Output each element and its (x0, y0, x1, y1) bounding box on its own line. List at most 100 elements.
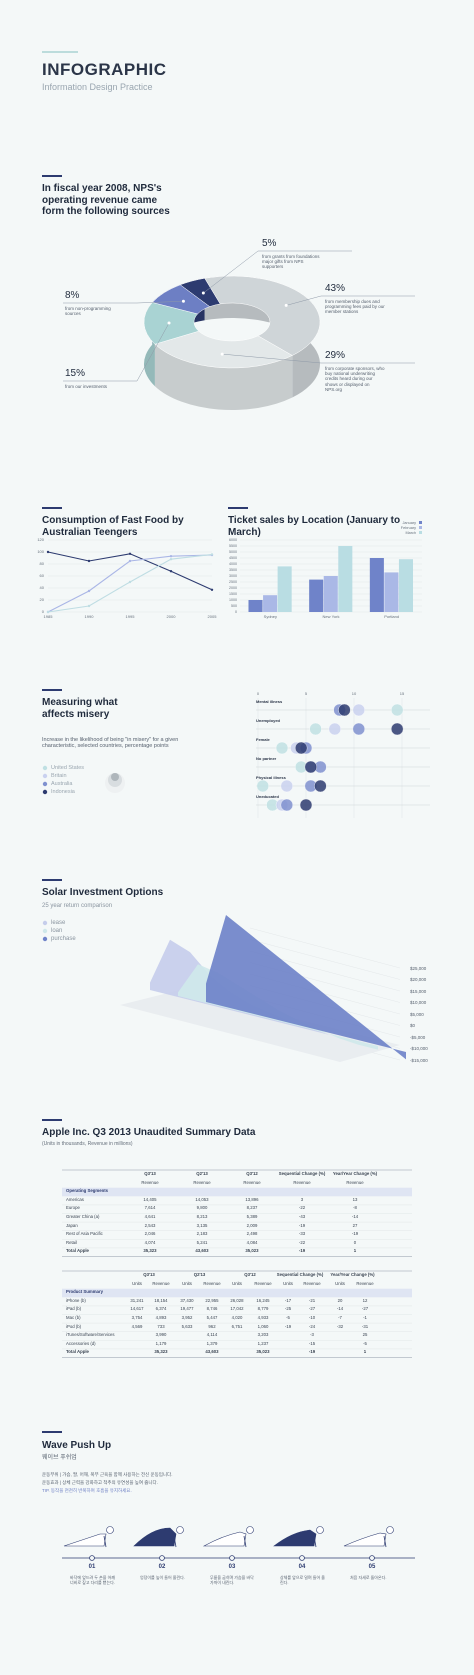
table-cell: -10 (308, 1315, 316, 1320)
table-cell: -8 (353, 1205, 357, 1211)
table-cell: 6,374 (155, 1306, 167, 1312)
table-cell: 6,751 (231, 1323, 243, 1329)
section-subtitle: 25 year return comparison (42, 903, 113, 909)
section-band (62, 1288, 412, 1298)
table-cell: 25 (362, 1332, 368, 1338)
table-cell: 22,955 (205, 1297, 219, 1303)
table-cell: 26,028 (230, 1297, 244, 1303)
row-label: Physical illness (256, 775, 286, 780)
donut-segment (154, 330, 293, 369)
table-cell: 2,046 (144, 1231, 156, 1237)
bar (384, 572, 399, 612)
bar (277, 566, 292, 612)
bubble (275, 741, 289, 755)
column-subheader: Revenue (346, 1179, 364, 1185)
x-tick-label: 15 (399, 691, 405, 696)
table-cell: -25 (284, 1306, 292, 1312)
legend-swatch (419, 526, 422, 529)
x-tick-label: New York (322, 614, 340, 619)
bubble (256, 779, 269, 793)
line-point (87, 604, 91, 608)
column-subheader: Units (335, 1280, 345, 1286)
bubble (295, 741, 308, 755)
table-cell: 733 (157, 1323, 165, 1329)
page-title: INFOGRAPHIC (42, 60, 167, 79)
percent-label: 15% (65, 368, 86, 379)
table-cell: 1,179 (155, 1340, 167, 1346)
table-cell: 43,603 (195, 1248, 209, 1254)
bubble (338, 703, 351, 717)
table-cell: -17 (284, 1297, 292, 1303)
bubble (352, 722, 365, 736)
table-cell: -19 (298, 1248, 306, 1254)
legend-label: Britain (51, 773, 67, 779)
callout-line (203, 250, 352, 294)
line-point (46, 610, 50, 614)
step-text: 엉덩이를 높이 들어 올린다. (140, 1575, 185, 1580)
table-cell: 2,498 (246, 1231, 258, 1237)
table-cell: 4,020 (231, 1315, 243, 1320)
y-tick-label: 6000 (229, 538, 237, 542)
column-subheader: Revenue (243, 1179, 261, 1185)
table-cell: 3,754 (131, 1315, 143, 1320)
step-number: 01 (88, 1564, 96, 1570)
x-tick-label: 1985 (43, 614, 53, 619)
table-cell: 19,477 (180, 1306, 194, 1312)
table-cell: 5,633 (181, 1323, 193, 1329)
table-cell: -21 (308, 1297, 316, 1303)
table-cell: -7 (338, 1315, 342, 1320)
table-cell: 8,779 (257, 1306, 269, 1312)
legend-dot (42, 936, 48, 942)
y-tick-label: $25,000 (410, 965, 427, 971)
donut-side (154, 344, 293, 410)
table-cell: 8,213 (196, 1214, 208, 1219)
table-cell: 14,405 (143, 1196, 157, 1202)
y-tick-label: 20 (39, 597, 44, 602)
figure-head (246, 1526, 254, 1534)
row-label: Uneducated (256, 794, 279, 799)
legend-dot (42, 765, 48, 771)
table-cell: -19 (284, 1323, 292, 1329)
figure-body (202, 1531, 247, 1547)
table-cell: 3,135 (196, 1222, 208, 1228)
legend-dot (42, 789, 48, 795)
bubble (280, 779, 293, 793)
y-tick-label: 120 (37, 537, 44, 542)
table-cell: 3,990 (155, 1332, 167, 1338)
table-cell: 0 (353, 1239, 357, 1245)
segment-description: from non-programming sources (65, 306, 111, 317)
figure-arm (103, 1535, 107, 1548)
step-text: 처음 자세로 돌아온다. (350, 1575, 387, 1580)
section-title: Measuring what affects misery (42, 697, 118, 720)
callout-line (63, 322, 170, 382)
row-label: Retail (66, 1239, 77, 1245)
table-cell: 31,241 (130, 1297, 144, 1303)
table-cell: -24 (308, 1323, 316, 1329)
column-subheader: Units (132, 1280, 142, 1286)
table-subtitle: (Units in thousands, Revenue in millions… (42, 1141, 133, 1147)
table-cell: 20 (337, 1297, 343, 1303)
row-label: Unemployed (256, 718, 281, 723)
table-cell: -33 (298, 1231, 306, 1237)
column-subheader: Units (283, 1280, 293, 1286)
bubble (328, 722, 341, 736)
column-subheader: Revenue (303, 1280, 321, 1286)
bubble (299, 798, 313, 812)
timeline-dot (229, 1555, 235, 1561)
table-cell: 4,933 (257, 1315, 269, 1320)
line-point (128, 552, 132, 555)
legend-label: February (400, 525, 416, 530)
table-cell: 43,603 (205, 1349, 219, 1355)
table-cell: -19 (298, 1222, 306, 1228)
legend-label: Indonesia (51, 789, 75, 795)
guide-note: 운동부위 | 가슴, 팔, 어깨, 복부 근육을 함께 사용하는 전신 운동입니… (42, 1472, 173, 1477)
table-cell: -14 (336, 1306, 344, 1312)
area (206, 915, 406, 1060)
row-label: No partner (256, 756, 277, 761)
x-tick-label: 2005 (207, 614, 217, 619)
callout-dot (167, 321, 171, 325)
figure-body (133, 1527, 177, 1547)
floor (120, 990, 400, 1062)
table-cell: 16,245 (256, 1297, 270, 1303)
y-tick-label: 2000 (229, 586, 237, 590)
